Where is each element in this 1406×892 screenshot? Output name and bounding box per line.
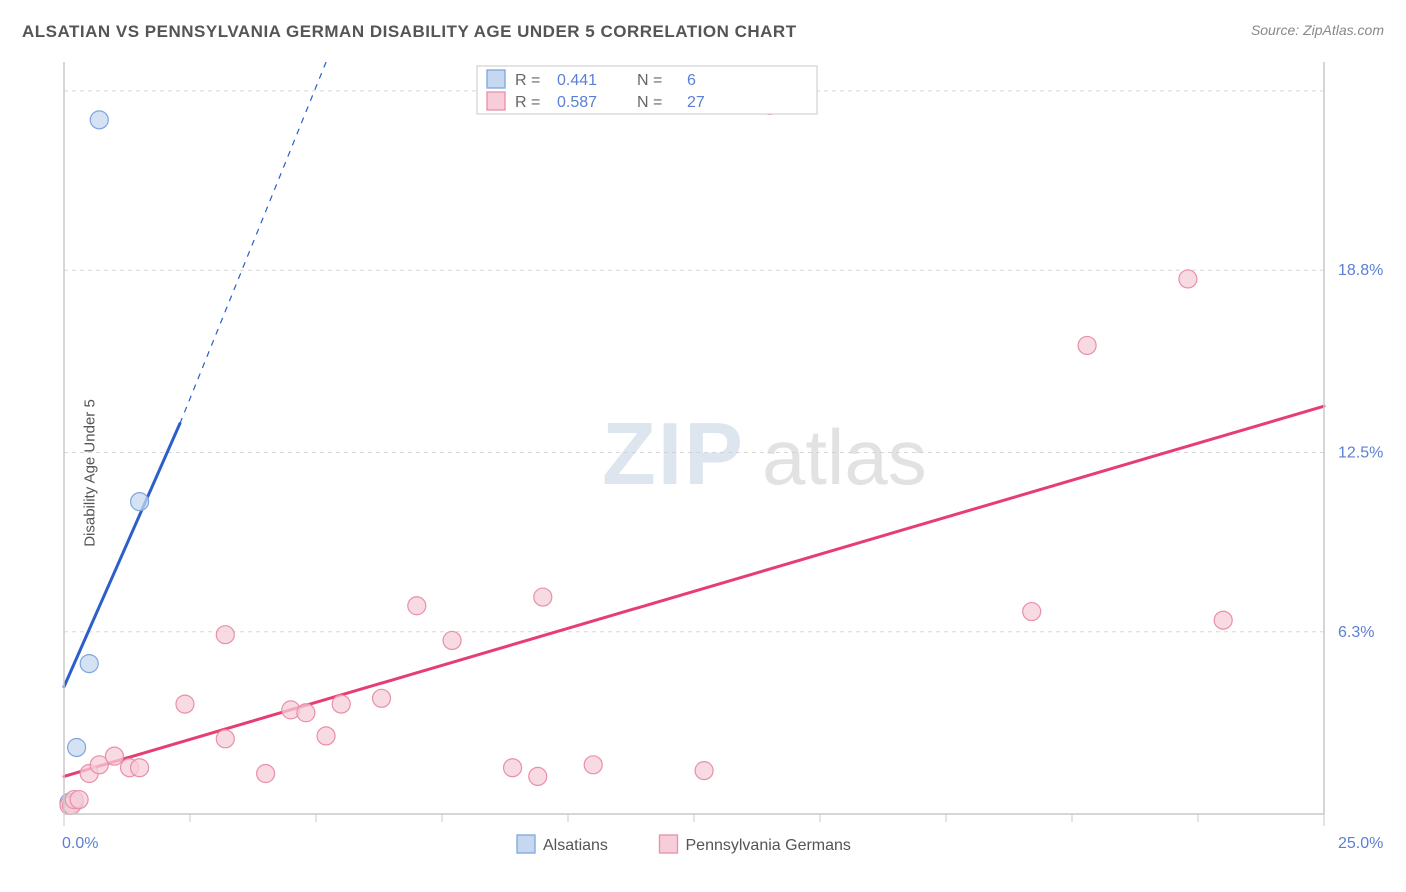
svg-text:N =: N =	[637, 94, 662, 111]
svg-text:0.441: 0.441	[557, 72, 597, 89]
correlation-scatter-chart: 6.3% 12.5% 18.8% 0.0% 25.0% ZIPatlas R = 0.441 N…	[22, 54, 1384, 892]
svg-text:R =: R =	[515, 94, 540, 111]
svg-text:ZIP: ZIP	[602, 404, 745, 503]
svg-text:25.0%: 25.0%	[1338, 835, 1383, 852]
svg-text:0.0%: 0.0%	[62, 835, 98, 852]
svg-text:6.3%: 6.3%	[1338, 624, 1374, 641]
svg-text:18.8%: 18.8%	[1338, 262, 1383, 279]
chart-container: Disability Age Under 5 6.3% 12.5% 18.8% 0.0…	[22, 54, 1384, 892]
svg-text:R =: R =	[515, 72, 540, 89]
svg-text:0.587: 0.587	[557, 94, 597, 111]
chart-title: ALSATIAN VS PENNSYLVANIA GERMAN DISABILI…	[22, 22, 797, 42]
svg-text:12.5%: 12.5%	[1338, 444, 1383, 461]
y-axis-label: Disability Age Under 5	[81, 399, 98, 547]
source-label: Source:	[1251, 22, 1303, 38]
svg-text:27: 27	[687, 94, 705, 111]
source-value: ZipAtlas.com	[1303, 22, 1384, 38]
svg-text:Alsatians: Alsatians	[543, 837, 608, 854]
svg-text:atlas: atlas	[762, 413, 927, 501]
svg-text:Pennsylvania Germans: Pennsylvania Germans	[686, 837, 851, 854]
svg-text:N =: N =	[637, 72, 662, 89]
svg-text:6: 6	[687, 72, 696, 89]
source-attribution: Source: ZipAtlas.com	[1251, 22, 1384, 38]
